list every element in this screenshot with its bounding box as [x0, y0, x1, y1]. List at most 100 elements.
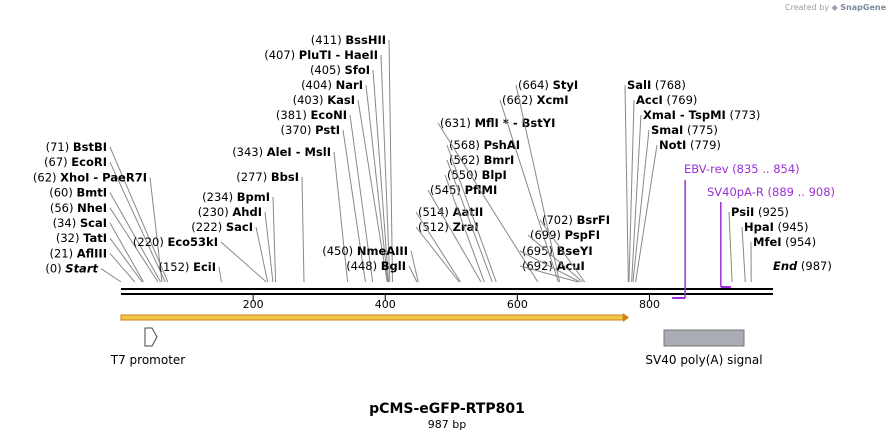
right-mid-site-label-enzyme: XcmI	[537, 93, 569, 107]
mid-site-label: (381) EcoNI	[276, 108, 347, 122]
right-site-enzyme: SmaI	[651, 123, 683, 137]
right-mid-site-leader	[499, 99, 559, 283]
primer-name: EBV-rev	[684, 162, 729, 176]
right-mid-site-label-enzyme: ZraI	[453, 220, 479, 234]
mid-site-leader	[301, 176, 305, 283]
left-site-label-position: (56)	[50, 201, 77, 215]
mid-site-label-enzyme: BpmI	[237, 190, 270, 204]
right-mid-site-label: (662) XcmI	[502, 93, 569, 107]
mid-site-leader	[357, 99, 388, 283]
right-mid-site-label-position: (631)	[440, 116, 475, 130]
left-site-label-position: (60)	[49, 186, 76, 200]
right-mid-site-leader	[519, 250, 581, 283]
mid-site-label-enzyme: NmeAIII	[357, 244, 408, 258]
right-site-enzyme: XmaI - TspMI	[643, 108, 726, 122]
right-mid-site-label-position: (562)	[449, 153, 484, 167]
primer-name: SV40pA-R	[707, 185, 764, 199]
mid-site-label: (230) AhdI	[198, 205, 262, 219]
axis-tick-label: 800	[639, 298, 660, 311]
mid-site-label-position: (403)	[293, 93, 328, 107]
right-site-leader	[624, 84, 629, 283]
left-site-label-position: (32)	[56, 231, 83, 245]
right-mid-site-label-position: (568)	[449, 138, 484, 152]
right-site-leader	[728, 211, 733, 283]
mid-site-label-enzyme: Eco53kI	[167, 235, 218, 249]
right-site-label: SalI (768)	[627, 78, 686, 92]
left-site-label: (60) BmtI	[49, 186, 107, 200]
mid-site-label: (411) BssHII	[311, 33, 386, 47]
right-mid-site-label-enzyme: PshAI	[484, 138, 520, 152]
right-mid-site-label: (692) AcuI	[522, 259, 585, 273]
right-mid-site-label: (695) BseYI	[522, 244, 593, 258]
mid-site-label-enzyme: BbsI	[271, 170, 299, 184]
right-site-leader	[741, 226, 746, 283]
mid-site-label-position: (220)	[133, 235, 168, 249]
primer-label: EBV-rev (835 .. 854)	[684, 162, 800, 176]
right-mid-site-label-enzyme: BseYI	[557, 244, 593, 258]
mid-site-label-position: (343)	[232, 145, 267, 159]
left-site-label-enzyme: EcoRI	[71, 155, 107, 169]
mid-site-label: (403) KasI	[293, 93, 355, 107]
mid-site-label-position: (450)	[322, 244, 357, 258]
left-site-leader	[109, 222, 144, 283]
right-site-position: (779)	[686, 138, 721, 152]
left-site-leader	[100, 268, 122, 283]
right-site-position: (925)	[754, 205, 789, 219]
right-mid-site-label-enzyme: PflMI	[465, 183, 498, 197]
right-mid-site-leader	[446, 159, 493, 283]
right-site-label: XmaI - TspMI (773)	[643, 108, 760, 122]
mid-site-label-position: (405)	[310, 63, 345, 77]
mid-site-label: (152) EciI	[159, 260, 217, 274]
mid-site-leader	[333, 151, 349, 283]
left-site-label-enzyme: XhoI - PaeR7I	[60, 170, 147, 184]
right-mid-site-label: (699) PspFI	[530, 228, 600, 242]
right-mid-site-label-enzyme: MflI * - BstYI	[475, 116, 556, 130]
mid-site-label-position: (381)	[276, 108, 311, 122]
left-site-leader	[109, 146, 169, 283]
left-site-label-enzyme: AflIII	[77, 246, 107, 260]
right-mid-site-label-position: (514)	[418, 205, 453, 219]
left-site-label: (21) AflIII	[49, 246, 107, 260]
mid-site-label: (448) BglI	[346, 259, 406, 273]
right-site-position: (775)	[683, 123, 718, 137]
mid-site-label-position: (448)	[346, 259, 381, 273]
right-site-enzyme: HpaI	[744, 220, 774, 234]
left-site-label: (34) ScaI	[53, 216, 107, 230]
right-mid-site-label: (568) PshAI	[449, 138, 520, 152]
snapgene-logo-icon: ◆	[831, 3, 838, 12]
left-site-label-enzyme: ScaI	[80, 216, 107, 230]
right-site-label: PsiI (925)	[731, 205, 789, 219]
mid-site-leader	[372, 69, 390, 283]
left-site-label-enzyme: BmtI	[76, 186, 107, 200]
right-mid-site-leader	[539, 219, 586, 283]
mid-site-label: (370) PstI	[281, 123, 340, 137]
right-mid-site-label-enzyme: BlpI	[482, 168, 507, 182]
right-mid-site-label-enzyme: BmrI	[484, 153, 515, 167]
left-site-label-enzyme: Start	[65, 262, 98, 276]
left-site-label: (67) EcoRI	[44, 155, 107, 169]
right-site-enzyme: MfeI	[753, 235, 782, 249]
right-site-enzyme: PsiI	[731, 205, 754, 219]
mid-site-leader	[380, 54, 391, 283]
right-mid-site-label: (562) BmrI	[449, 153, 514, 167]
right-mid-site-leader	[427, 189, 482, 283]
right-mid-site-label-enzyme: PspFI	[565, 228, 600, 242]
mid-site-label: (222) SacI	[191, 220, 253, 234]
left-site-leader	[109, 207, 159, 283]
left-site-label-enzyme: NheI	[77, 201, 107, 215]
mid-site-leader	[220, 241, 267, 283]
left-site-label-position: (67)	[44, 155, 71, 169]
left-site-leader	[109, 237, 143, 283]
mid-site-leader	[410, 250, 419, 283]
plasmid-title: pCMS-eGFP-RTP801	[369, 401, 525, 417]
right-site-leader	[635, 144, 658, 283]
credit-brand: SnapGene	[840, 3, 886, 12]
orf-arrowhead	[623, 313, 630, 322]
mid-site-leader	[365, 84, 389, 283]
mid-site-label-enzyme: BssHII	[345, 33, 386, 47]
mid-site-label: (404) NarI	[301, 78, 363, 92]
axis-tick-label: 600	[507, 298, 528, 311]
polya-label: SV40 poly(A) signal	[645, 353, 762, 367]
right-mid-site-label-enzyme: StyI	[553, 78, 579, 92]
right-mid-site-label: (702) BsrFI	[542, 213, 610, 227]
